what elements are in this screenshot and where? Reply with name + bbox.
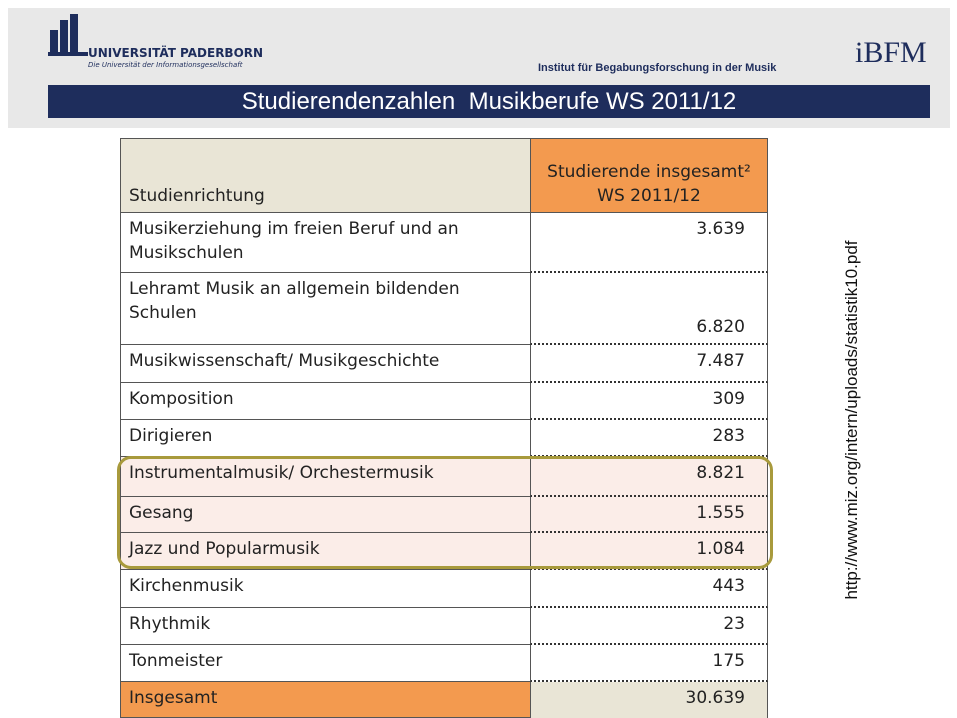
row-value: 175	[530, 645, 768, 682]
institute-logo: iBFM	[855, 36, 927, 69]
row-value: 6.820	[530, 273, 768, 345]
column-header: Studienrichtung	[120, 138, 530, 213]
total-value: 30.639	[530, 682, 768, 718]
row-label: Gesang	[120, 497, 530, 533]
row-label: Dirigieren	[120, 420, 530, 457]
row-value: 1.555	[530, 497, 768, 533]
row-label: Musikwissenschaft/ Musikgeschichte	[120, 345, 530, 383]
column-header: Studierende insgesamt² WS 2011/12	[530, 138, 768, 213]
row-value: 283	[530, 420, 768, 457]
row-label: Instrumentalmusik/ Orchestermusik	[120, 457, 530, 497]
row-label: Kirchenmusik	[120, 570, 530, 608]
column-header-line: Studierende insgesamt²	[547, 162, 751, 182]
university-name: UNIVERSITÄT PADERBORN	[88, 46, 264, 60]
row-value: 1.084	[530, 533, 768, 570]
column-header-line: WS 2011/12	[597, 186, 701, 206]
row-value: 23	[530, 608, 768, 645]
row-label: Jazz und Popularmusik	[120, 533, 530, 570]
row-label: Komposition	[120, 383, 530, 420]
row-value: 309	[530, 383, 768, 420]
institute-name: Institut für Begabungsforschung in der M…	[538, 62, 777, 74]
university-subtitle: Die Universität der Informationsgesellsc…	[88, 61, 243, 69]
highlight-box	[117, 456, 773, 569]
row-value: 3.639	[530, 213, 768, 273]
university-logo	[48, 14, 88, 56]
total-label: Insgesamt	[120, 682, 530, 718]
row-label: Tonmeister	[120, 645, 530, 682]
row-label: Musikerziehung im freien Beruf und an Mu…	[120, 213, 530, 273]
row-value: 7.487	[530, 345, 768, 383]
source-url: http://www.miz.org/intern/uploads/statis…	[842, 240, 861, 600]
slide-title: Studierendenzahlen Musikberufe WS 2011/1…	[48, 85, 930, 118]
row-label: Lehramt Musik an allgemein bildenden Sch…	[120, 273, 530, 345]
row-label: Rhythmik	[120, 608, 530, 645]
row-value: 443	[530, 570, 768, 608]
row-value: 8.821	[530, 457, 768, 497]
